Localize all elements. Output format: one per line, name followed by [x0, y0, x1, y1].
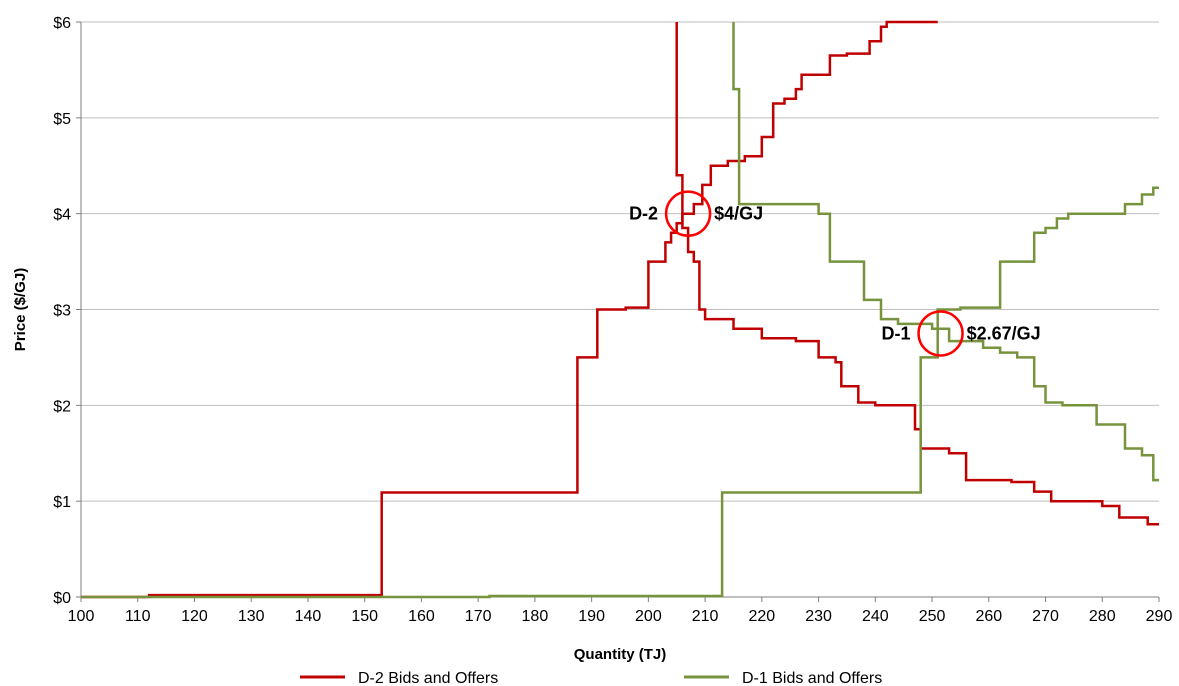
day-label: D-2	[629, 204, 658, 224]
d2-supply-line	[81, 20, 938, 599]
x-tick-label: 110	[125, 608, 151, 625]
x-tick-label: 280	[1089, 608, 1116, 625]
x-tick-label: 120	[181, 608, 208, 625]
x-tick-label: 260	[975, 608, 1002, 625]
d2-demand-line	[675, 22, 1159, 526]
y-tick-label: $6	[53, 15, 71, 32]
y-tick-label: $2	[53, 398, 71, 415]
x-tick-label: 150	[351, 608, 378, 625]
x-tick-label: 210	[692, 608, 719, 625]
gridlines	[81, 21, 1159, 502]
y-axis-ticks: $0 $1 $2 $3 $4 $5 $6	[53, 15, 81, 607]
y-tick-label: $4	[53, 207, 71, 224]
x-tick-label: 250	[919, 608, 946, 625]
annotations: D-2 $4/GJ D-1 $2.67/GJ	[629, 190, 1041, 357]
d1-supply-line	[81, 186, 1159, 599]
legend-label-d1: D-1 Bids and Offers	[742, 670, 882, 686]
d1-demand-line	[732, 22, 1159, 482]
x-tick-label: 170	[465, 608, 492, 625]
x-tick-label: 180	[522, 608, 549, 625]
y-axis-title: Price ($/GJ)	[12, 268, 29, 351]
intersection-circle	[664, 190, 712, 237]
y-tick-label: $5	[53, 111, 71, 128]
price-label: $2.67/GJ	[967, 323, 1041, 343]
legend: D-2 Bids and Offers D-1 Bids and Offers	[300, 670, 882, 686]
price-label: $4/GJ	[714, 204, 763, 224]
x-tick-label: 220	[748, 608, 775, 625]
x-tick-label: 230	[805, 608, 832, 625]
x-tick-label: 200	[635, 608, 662, 625]
x-tick-label: 240	[862, 608, 889, 625]
x-tick-label: 100	[68, 608, 95, 625]
y-tick-label: $3	[53, 303, 71, 320]
day-label: D-1	[882, 323, 911, 343]
x-tick-label: 160	[408, 608, 435, 625]
y-tick-label: $0	[53, 590, 71, 607]
x-axis-ticks: 100 110 120 130 140 150 160 170 180 190 200 210 220 2…	[68, 597, 1173, 625]
intersection-circle	[917, 310, 964, 357]
x-tick-label: 290	[1146, 608, 1173, 625]
x-tick-label: 130	[238, 608, 265, 625]
y-tick-label: $1	[53, 494, 71, 511]
x-tick-label: 270	[1032, 608, 1059, 625]
series-lines	[81, 20, 1159, 599]
x-tick-label: 140	[295, 608, 322, 625]
x-axis-title: Quantity (TJ)	[574, 646, 667, 663]
legend-label-d2: D-2 Bids and Offers	[358, 670, 498, 686]
x-tick-label: 190	[578, 608, 605, 625]
